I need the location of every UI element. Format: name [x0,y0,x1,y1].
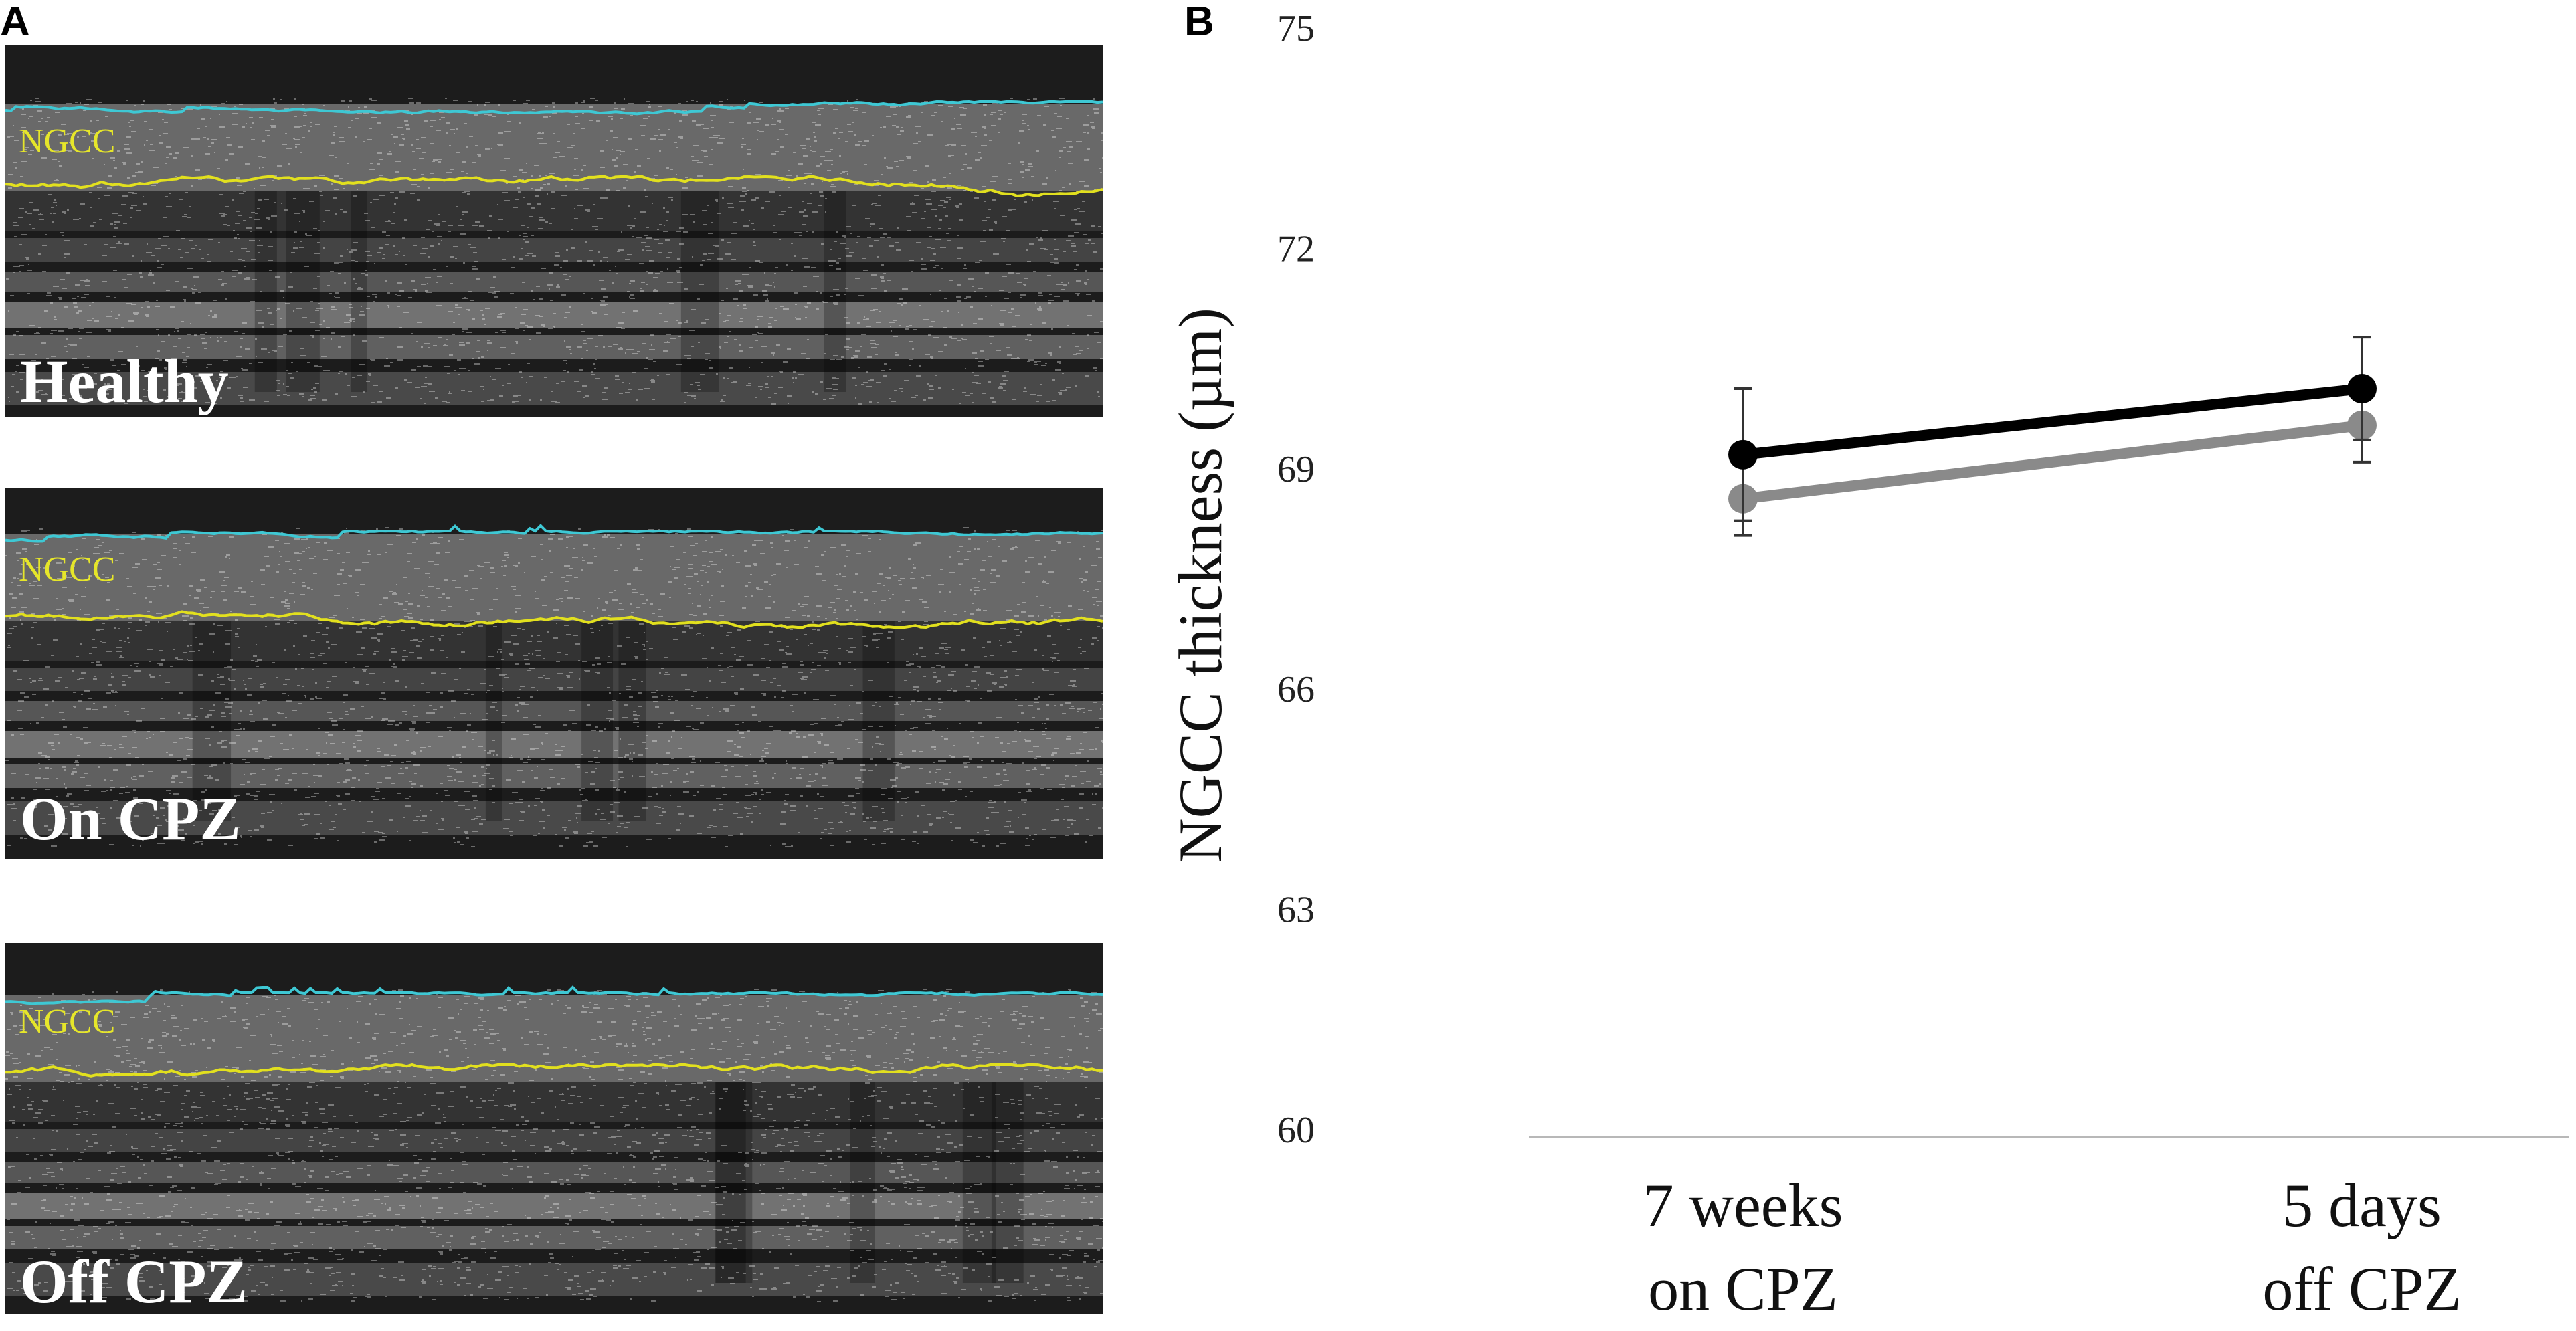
series-layer [1728,336,2377,537]
oct-image-healthy: NGCC Healthy [5,45,1103,417]
ngcc-lower-boundary-line [5,1063,1103,1078]
x-category-label: on CPZ [1648,1255,1838,1323]
oct-image-off-cpz: NGCC Off CPZ [5,943,1103,1314]
x-category-labels: 7 weeks on CPZ 5 days off CPZ [1643,1171,2462,1323]
ilm-boundary-line [5,985,1103,1005]
ngcc-label-healthy: NGCC [19,122,116,161]
oct-label-healthy: Healthy [20,347,229,415]
series-line [1742,419,2363,504]
y-tick-label: 60 [1277,1110,1315,1151]
series-line [1742,383,2363,460]
oct-texture-off-cpz [5,943,1103,1314]
oct-image-on-cpz: NGCC On CPZ [5,488,1103,859]
oct-texture-healthy [5,45,1103,417]
y-tick-label: 66 [1277,669,1315,710]
y-axis-title: NGCC thickness (µm) [1166,308,1234,863]
series-1 [1728,336,2377,522]
y-tick-label: 75 [1277,8,1315,49]
ilm-boundary-line [5,524,1103,543]
x-category-label: off CPZ [2262,1255,2461,1323]
oct-label-off-cpz: Off CPZ [20,1247,248,1314]
panel-letter-b: B [1184,0,1214,45]
ngcc-label-off-cpz: NGCC [19,1003,116,1041]
ngcc-label-on-cpz: NGCC [19,550,116,589]
series-2 [1728,387,2377,537]
ilm-boundary-line [5,100,1103,116]
x-category-label: 7 weeks [1643,1171,1843,1239]
oct-label-on-cpz: On CPZ [20,785,241,853]
y-tick-label: 63 [1277,890,1315,931]
data-point [2347,374,2377,404]
y-tick-label: 72 [1277,228,1315,270]
data-point [1728,439,1758,470]
thickness-chart: 60 63 66 69 72 75 NGCC thickness (µm) 7 weeks… [1166,8,2569,1323]
ngcc-lower-boundary-line [5,610,1103,629]
y-tick-label: 69 [1277,449,1315,490]
ngcc-lower-boundary-line [5,175,1103,197]
oct-texture-on-cpz [5,488,1103,859]
x-category-label: 5 days [2282,1171,2442,1239]
y-tick-labels: 60 63 66 69 72 75 [1277,8,1315,1151]
panel-letter-a: A [0,0,30,45]
